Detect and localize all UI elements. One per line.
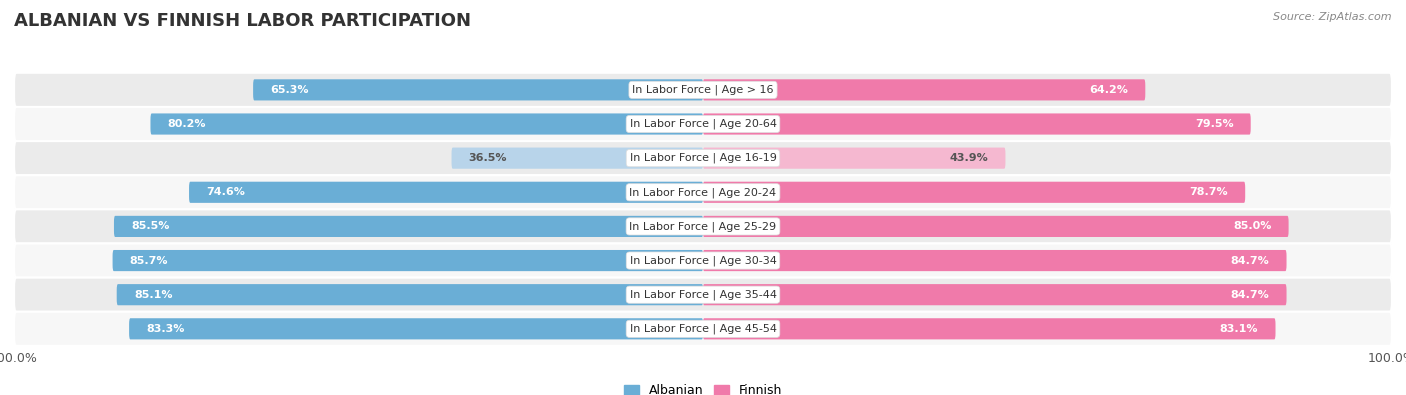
Text: In Labor Force | Age 30-34: In Labor Force | Age 30-34: [630, 255, 776, 266]
FancyBboxPatch shape: [14, 312, 1392, 346]
FancyBboxPatch shape: [150, 113, 703, 135]
Text: In Labor Force | Age 20-24: In Labor Force | Age 20-24: [630, 187, 776, 198]
FancyBboxPatch shape: [114, 216, 703, 237]
Text: 65.3%: 65.3%: [270, 85, 309, 95]
Text: In Labor Force | Age 20-64: In Labor Force | Age 20-64: [630, 119, 776, 129]
FancyBboxPatch shape: [14, 209, 1392, 243]
Text: 43.9%: 43.9%: [949, 153, 988, 163]
FancyBboxPatch shape: [703, 284, 1286, 305]
Text: 84.7%: 84.7%: [1230, 256, 1270, 265]
FancyBboxPatch shape: [253, 79, 703, 100]
Text: In Labor Force | Age 45-54: In Labor Force | Age 45-54: [630, 324, 776, 334]
Text: 36.5%: 36.5%: [468, 153, 508, 163]
FancyBboxPatch shape: [14, 278, 1392, 312]
FancyBboxPatch shape: [14, 243, 1392, 278]
FancyBboxPatch shape: [703, 318, 1275, 339]
FancyBboxPatch shape: [14, 73, 1392, 107]
Text: 83.3%: 83.3%: [146, 324, 184, 334]
Text: In Labor Force | Age 35-44: In Labor Force | Age 35-44: [630, 290, 776, 300]
Text: In Labor Force | Age 25-29: In Labor Force | Age 25-29: [630, 221, 776, 232]
FancyBboxPatch shape: [14, 107, 1392, 141]
Text: 85.5%: 85.5%: [131, 222, 170, 231]
FancyBboxPatch shape: [129, 318, 703, 339]
FancyBboxPatch shape: [703, 216, 1289, 237]
Legend: Albanian, Finnish: Albanian, Finnish: [619, 379, 787, 395]
Text: 83.1%: 83.1%: [1220, 324, 1258, 334]
FancyBboxPatch shape: [188, 182, 703, 203]
FancyBboxPatch shape: [451, 148, 703, 169]
Text: 64.2%: 64.2%: [1090, 85, 1128, 95]
Text: 85.7%: 85.7%: [129, 256, 169, 265]
FancyBboxPatch shape: [703, 113, 1251, 135]
FancyBboxPatch shape: [14, 141, 1392, 175]
Text: In Labor Force | Age > 16: In Labor Force | Age > 16: [633, 85, 773, 95]
Text: Source: ZipAtlas.com: Source: ZipAtlas.com: [1274, 12, 1392, 22]
Text: 80.2%: 80.2%: [167, 119, 207, 129]
FancyBboxPatch shape: [703, 79, 1146, 100]
FancyBboxPatch shape: [703, 250, 1286, 271]
Text: 85.0%: 85.0%: [1233, 222, 1271, 231]
Text: 78.7%: 78.7%: [1189, 187, 1227, 197]
Text: 85.1%: 85.1%: [134, 290, 173, 300]
FancyBboxPatch shape: [14, 175, 1392, 209]
FancyBboxPatch shape: [703, 148, 1005, 169]
Text: 74.6%: 74.6%: [207, 187, 245, 197]
Text: 79.5%: 79.5%: [1195, 119, 1233, 129]
FancyBboxPatch shape: [112, 250, 703, 271]
FancyBboxPatch shape: [117, 284, 703, 305]
Text: ALBANIAN VS FINNISH LABOR PARTICIPATION: ALBANIAN VS FINNISH LABOR PARTICIPATION: [14, 12, 471, 30]
FancyBboxPatch shape: [703, 182, 1246, 203]
Text: 84.7%: 84.7%: [1230, 290, 1270, 300]
Text: In Labor Force | Age 16-19: In Labor Force | Age 16-19: [630, 153, 776, 164]
